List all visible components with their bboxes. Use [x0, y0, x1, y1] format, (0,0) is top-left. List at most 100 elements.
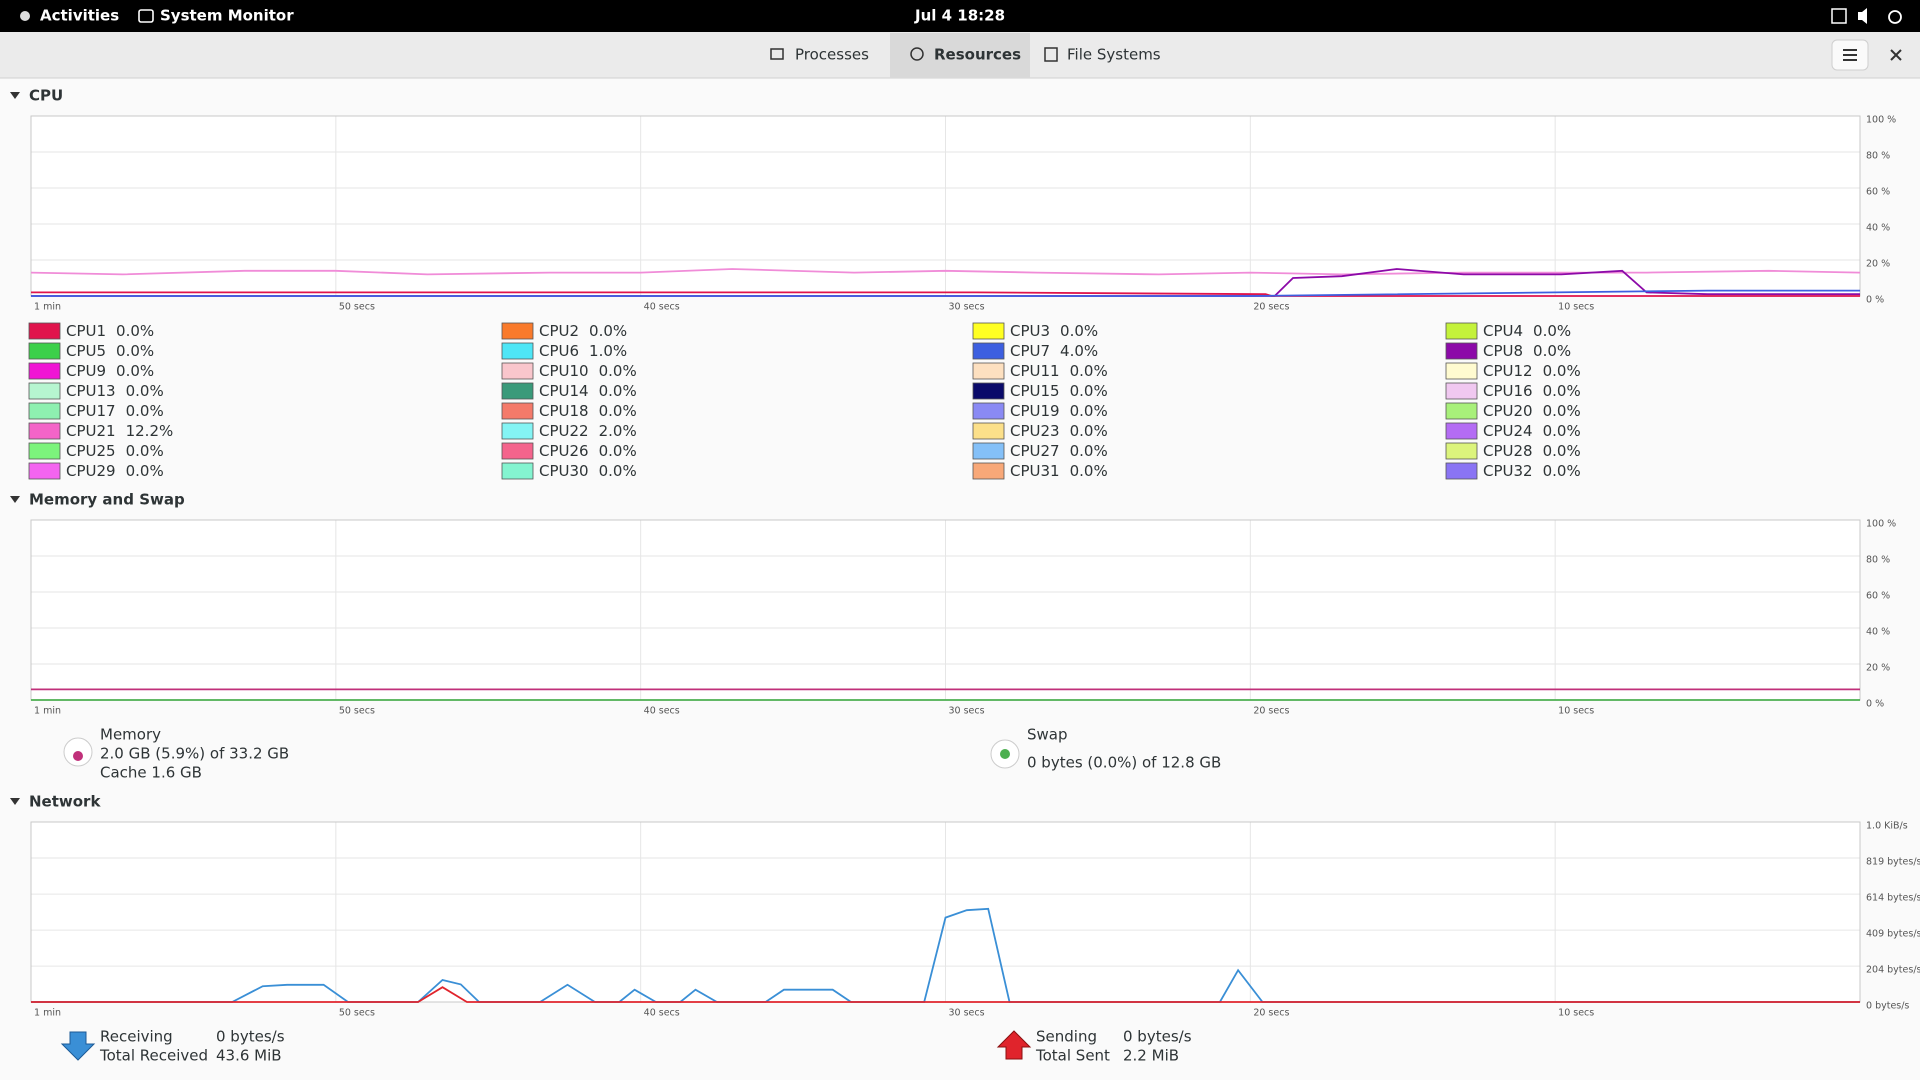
legend-swatch: [28, 322, 61, 340]
cpu-name: CPU1: [66, 322, 106, 340]
cpu-usage: 0.0%: [1543, 402, 1581, 420]
cpu-usage: 2.0%: [599, 422, 637, 440]
legend-entry: CPU20 0.0%: [1483, 402, 1581, 420]
cpu-name: CPU20: [1483, 402, 1533, 420]
legend-entry: CPU5 0.0%: [66, 342, 154, 360]
x-tick-label: 1 min: [34, 1008, 61, 1019]
x-tick-label: 40 secs: [644, 1008, 680, 1019]
cpu-name: CPU19: [1010, 402, 1060, 420]
legend-swatch: [1445, 322, 1478, 340]
cpu-usage: 0.0%: [1060, 322, 1098, 340]
legend-swatch: [1445, 422, 1478, 440]
cpu-usage: 0.0%: [589, 322, 627, 340]
sending-rate: 0 bytes/s: [1123, 1028, 1192, 1046]
app-name[interactable]: System Monitor: [160, 7, 294, 25]
cpu-usage: 4.0%: [1060, 342, 1098, 360]
cpu-usage: 0.0%: [116, 322, 154, 340]
y-tick-label: 60 %: [1866, 187, 1890, 198]
legend-entry: CPU15 0.0%: [1010, 382, 1108, 400]
legend-swatch: [972, 362, 1005, 380]
legend-swatch: [28, 342, 61, 360]
power-icon[interactable]: [1888, 10, 1902, 24]
cpu-usage: 0.0%: [126, 462, 164, 480]
legend-swatch: [28, 382, 61, 400]
x-tick-label: 50 secs: [339, 1008, 375, 1019]
cpu-usage: 0.0%: [1543, 442, 1581, 460]
legend-entry: CPU8 0.0%: [1483, 342, 1571, 360]
cpu-name: CPU28: [1483, 442, 1533, 460]
cpu-name: CPU12: [1483, 362, 1533, 380]
activities-icon: [20, 11, 30, 21]
cpu-usage: 0.0%: [1543, 362, 1581, 380]
legend-swatch: [972, 342, 1005, 360]
cpu-name: CPU9: [66, 362, 106, 380]
cpu-usage: 0.0%: [1543, 462, 1581, 480]
y-tick-label: 20 %: [1866, 663, 1890, 674]
legend-swatch: [501, 442, 534, 460]
menu-icon: [1843, 49, 1857, 61]
expander[interactable]: [10, 798, 20, 805]
expander[interactable]: [10, 92, 20, 99]
cpu-name: CPU32: [1483, 462, 1533, 480]
legend-entry: CPU32 0.0%: [1483, 462, 1581, 480]
section-title[interactable]: CPU: [29, 87, 63, 105]
legend-entry: CPU21 12.2%: [66, 422, 173, 440]
clock[interactable]: Jul 4 18:28: [914, 7, 1005, 25]
tab[interactable]: Resources: [934, 46, 1021, 64]
cpu-name: CPU30: [539, 462, 589, 480]
series-line: [31, 289, 1860, 297]
legend-swatch: [501, 342, 534, 360]
x-tick-label: 40 secs: [644, 302, 680, 313]
legend-swatch: [501, 402, 534, 420]
section-title[interactable]: Network: [29, 793, 101, 811]
legend-entry: CPU29 0.0%: [66, 462, 164, 480]
legend-swatch: [28, 442, 61, 460]
close-button[interactable]: [1890, 49, 1902, 61]
cpu-usage: 0.0%: [599, 462, 637, 480]
receiving-label: Receiving: [100, 1028, 173, 1046]
cpu-usage: 0.0%: [1070, 442, 1108, 460]
x-tick-label: 1 min: [34, 302, 61, 313]
cpu-name: CPU29: [66, 462, 116, 480]
legend-entry: CPU4 0.0%: [1483, 322, 1571, 340]
x-tick-label: 30 secs: [949, 1008, 985, 1019]
active-tab-bg: [890, 33, 1030, 78]
cpu-usage: 0.0%: [126, 402, 164, 420]
legend-swatch: [972, 402, 1005, 420]
cpu-name: CPU26: [539, 442, 589, 460]
x-tick-label: 30 secs: [949, 302, 985, 313]
app-icon: [138, 9, 154, 23]
x-tick-label: 10 secs: [1558, 302, 1594, 313]
cpu-usage: 0.0%: [599, 402, 637, 420]
network-icon[interactable]: [1831, 8, 1847, 24]
legend-swatch: [501, 382, 534, 400]
cpu-usage: 0.0%: [1533, 322, 1571, 340]
legend-entry: CPU9 0.0%: [66, 362, 154, 380]
legend-swatch: [28, 362, 61, 380]
legend-entry: CPU23 0.0%: [1010, 422, 1108, 440]
expander[interactable]: [10, 496, 20, 503]
tab[interactable]: File Systems: [1067, 46, 1161, 64]
cpu-usage: 0.0%: [126, 442, 164, 460]
cpu-name: CPU10: [539, 362, 589, 380]
cpu-name: CPU22: [539, 422, 589, 440]
section-title[interactable]: Memory and Swap: [29, 491, 185, 509]
y-tick-label: 100 %: [1866, 115, 1896, 126]
swap-icon-dot: [1000, 749, 1010, 759]
cpu-name: CPU5: [66, 342, 106, 360]
legend-entry: CPU19 0.0%: [1010, 402, 1108, 420]
legend-entry: CPU6 1.0%: [539, 342, 627, 360]
activities[interactable]: Activities: [40, 7, 119, 25]
total-received: 43.6 MiB: [216, 1047, 282, 1065]
memory-icon-dot: [73, 751, 83, 761]
cpu-name: CPU18: [539, 402, 589, 420]
x-tick-label: 50 secs: [339, 706, 375, 717]
top-bar-bg: [0, 0, 1920, 32]
cpu-usage: 0.0%: [116, 342, 154, 360]
volume-icon[interactable]: [1858, 8, 1867, 24]
legend-swatch: [501, 322, 534, 340]
legend-entry: CPU14 0.0%: [539, 382, 637, 400]
legend-swatch: [28, 422, 61, 440]
tab[interactable]: Processes: [795, 46, 869, 64]
